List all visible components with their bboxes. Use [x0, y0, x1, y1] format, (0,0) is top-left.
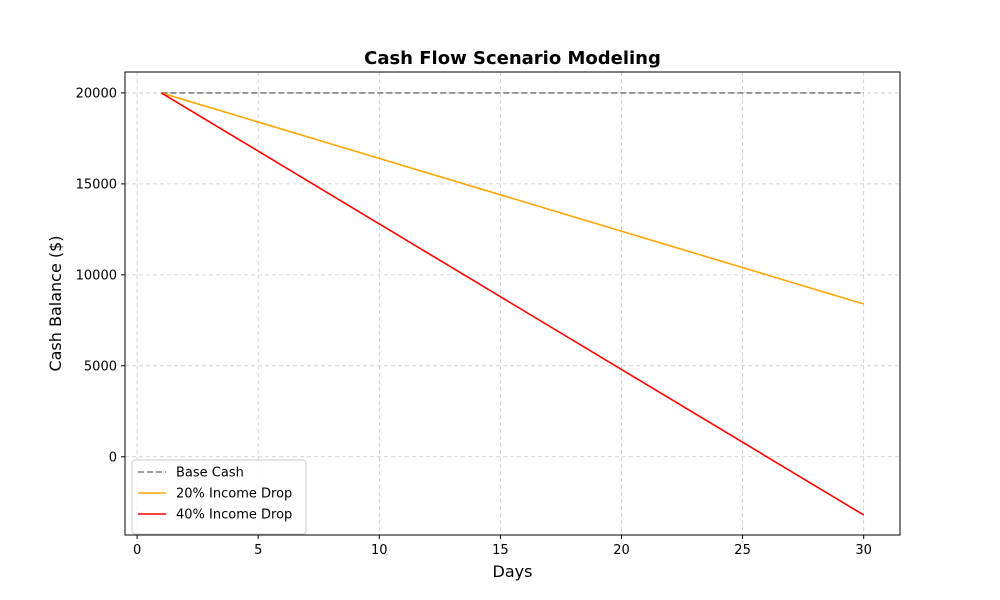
x-tick-label: 10: [371, 543, 388, 558]
series-line-2: [161, 92, 864, 305]
y-axis-ticks: 0 5000 10000 15000 20000: [76, 86, 125, 465]
y-tick-label: 0: [109, 450, 117, 465]
legend-label: 20% Income Drop: [176, 487, 292, 502]
y-tick-label: 20000: [76, 86, 117, 101]
legend-box: [131, 459, 307, 535]
y-tick-label: 15000: [76, 177, 117, 192]
legend-label: 40% Income Drop: [176, 508, 292, 523]
x-tick-label: 20: [613, 543, 630, 558]
y-axis-label: Cash Balance ($): [46, 235, 65, 371]
x-axis-label: Days: [493, 562, 533, 581]
x-tick-label: 0: [133, 543, 141, 558]
x-tick-label: 5: [254, 543, 262, 558]
legend: Base Cash 20% Income Drop 40% Income Drop: [131, 459, 307, 535]
x-axis-ticks: 0 5 10 15 20 25 30: [133, 535, 872, 558]
series-layer: [160, 92, 865, 516]
legend-label: Base Cash: [176, 466, 244, 481]
chart-title: Cash Flow Scenario Modeling: [364, 48, 661, 69]
series-line-3: [160, 92, 865, 516]
x-tick-label: 25: [734, 543, 751, 558]
y-tick-label: 5000: [84, 359, 117, 374]
y-tick-label: 10000: [76, 268, 117, 283]
x-tick-label: 30: [855, 543, 872, 558]
plot-area-frame: [124, 71, 901, 536]
x-tick-label: 15: [492, 543, 509, 558]
